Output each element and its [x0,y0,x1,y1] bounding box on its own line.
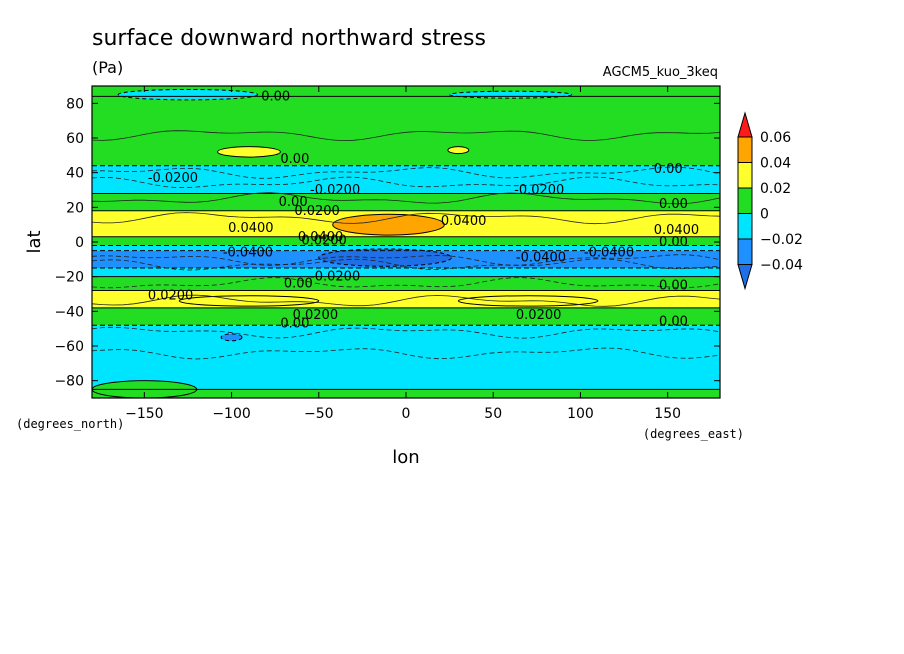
contour-label-13: 0.00 [284,277,313,292]
contour-wave-0 [92,130,720,142]
contour-label-10: -0.0400 [516,251,566,266]
contour-label-12: -0.0200 [310,270,360,285]
contour-lines [92,86,720,390]
contour-label-9: -0.0400 [223,245,273,260]
contour-wave-4 [92,212,720,225]
x-tick-label-4: 50 [484,406,502,422]
colorbar-label-1: 0.04 [760,156,791,172]
contour-label-8: 0.0400 [654,223,700,238]
chart-title: surface downward northward stress [92,26,486,51]
contour-label-23: 0.00 [659,315,688,330]
contour-label-25: 0.0400 [298,230,344,245]
y-tick-label-3: 20 [66,200,84,216]
patch-6 [178,295,320,307]
contour-label-4: 0.00 [279,195,308,210]
plot-area [92,86,720,398]
band-8 [92,268,720,277]
y-axis-ticks: 80 60 40 20 0 −20 −40 −60 −80 [54,96,720,390]
colorbar-segment-3 [737,213,753,240]
contour-wave-2 [92,176,720,189]
contour-label-7: 0.0400 [441,214,487,229]
contour-label-6: 0.0400 [228,221,273,236]
contour-wave-3 [92,192,720,205]
lon-unit-label: (degrees_east) [643,427,744,441]
y-tick-label-1: 60 [66,131,84,147]
colorbar-segment-2 [737,187,753,214]
lat-unit-label: (degrees_north) [16,417,124,431]
patch-8 [220,333,243,342]
colorbar-bottom-arrow [737,264,753,291]
band-9 [92,276,720,291]
y-tick-label-0: 80 [66,96,84,112]
contour-wave-1 [92,166,720,179]
patch-4 [117,88,259,101]
contour-label-21: 0.00 [659,278,688,293]
colorbar-segment-4 [737,238,753,265]
colorbar-label-3: 0 [760,207,769,223]
contour-label-16: 0.00 [280,316,309,331]
band-12 [92,325,720,390]
patch-2 [217,146,281,158]
colorbar-segment-0 [737,136,753,163]
x-tick-label-1: −100 [212,406,250,422]
band-6 [92,245,720,251]
band-2 [92,165,720,194]
y-tick-label-8: −80 [54,374,84,390]
contour-label-19: 0.00 [659,197,688,212]
band-5 [92,236,720,246]
colorbar-segment-1 [737,162,753,189]
contour-wave-6 [92,258,720,271]
x-axis-label: lon [392,447,419,468]
contour-label-3: -0.0200 [310,183,360,198]
colorbar-label-2: 0.02 [760,181,791,197]
contour-wave-5 [92,254,720,266]
contour-label-11: -0.0400 [584,245,634,260]
x-tick-label-2: −50 [304,406,334,422]
patch-3 [447,146,470,155]
y-tick-label-7: −60 [54,339,84,355]
contour-label-22: 0.0200 [516,308,562,323]
contour-wave-9 [92,326,720,339]
patch-5 [449,90,573,99]
contour-label-0: 0.00 [261,89,290,104]
y-tick-label-4: 0 [75,235,84,251]
contour-wave-7 [92,277,720,289]
contour-label-20: 0.00 [659,235,688,250]
y-tick-label-2: 40 [66,166,84,182]
colorbar-label-5: −0.04 [760,258,803,274]
colorbar-label-4: −0.02 [760,232,803,248]
y-axis-label: lat [24,230,45,253]
colorbar-label-0: 0.06 [760,130,791,146]
contour-label-15: 0.0200 [293,308,339,323]
band-11 [92,307,720,326]
x-axis-ticks: −150 −100 −50 0 50 100 150 [125,86,681,422]
colorbar-top-arrow [737,111,753,138]
contour-label-2: -0.0200 [148,171,198,186]
contour-wave-10 [92,347,720,360]
contour-label-5: 0.0200 [294,204,340,219]
contour-label-1: 0.00 [280,152,309,167]
colorbar: 0.06 0.04 0.02 0 −0.02 −0.04 [737,111,803,291]
y-tick-label-5: −20 [54,270,84,286]
contour-label-18: 0.00 [654,162,683,177]
dataset-label: AGCM5_kuo_3keq [603,65,718,80]
x-tick-label-5: 100 [567,406,594,422]
patch-0 [332,213,445,236]
contour-label-24: 0.0200 [301,233,347,248]
x-tick-label-3: 0 [402,406,411,422]
x-tick-label-6: 150 [654,406,681,422]
contour-label-17: -0.0200 [514,183,564,198]
band-3 [92,193,720,211]
patch-1 [318,248,452,267]
x-tick-label-0: −150 [125,406,163,422]
contour-label-14: 0.0200 [148,289,194,304]
contour-wave-8 [92,294,720,307]
y-tick-label-6: −40 [54,304,84,320]
units-label: (Pa) [92,58,123,77]
